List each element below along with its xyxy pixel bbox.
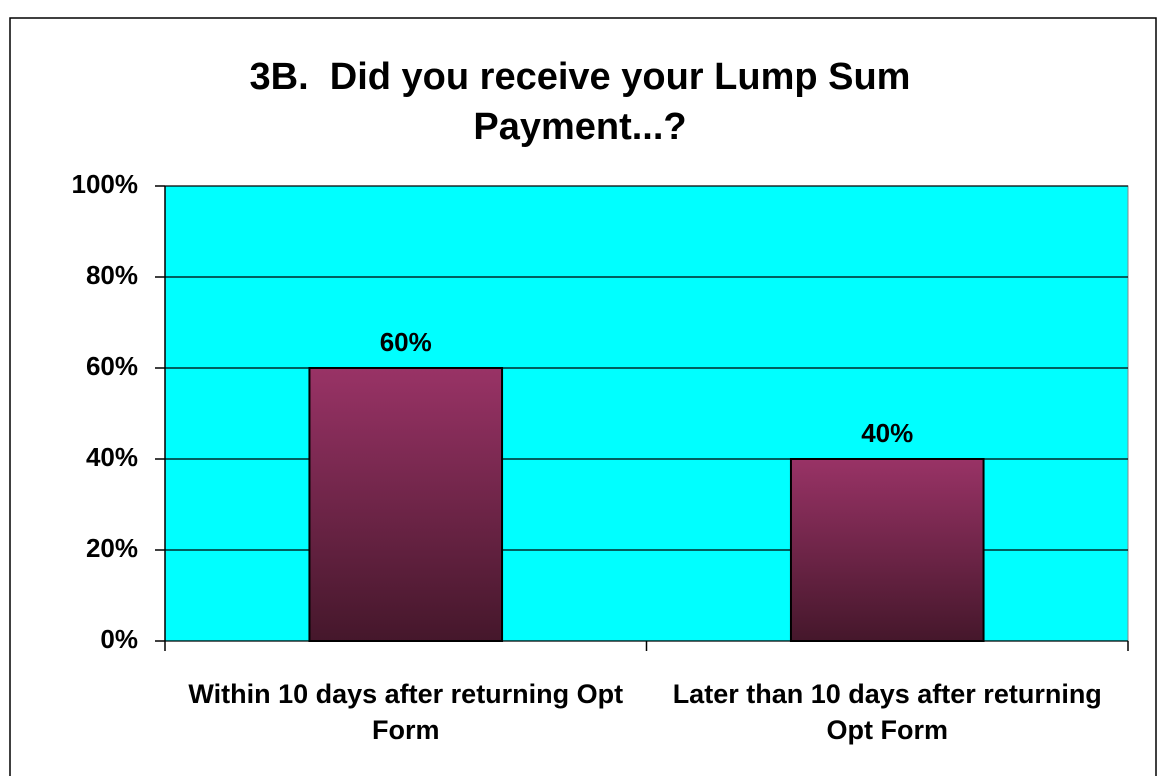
y-tick-label: 40% <box>86 442 138 472</box>
data-label: 40% <box>861 418 913 448</box>
bar <box>308 367 504 642</box>
data-label: 60% <box>380 327 432 357</box>
y-tick-label: 80% <box>86 260 138 290</box>
chart-title: 3B. Did you receive your Lump Sum Paymen… <box>249 56 922 148</box>
x-tick-label: Later than 10 days after returning Opt F… <box>672 679 1102 745</box>
x-tick-label: Within 10 days after returning Opt Form <box>188 679 624 745</box>
y-tick-label: 100% <box>72 169 139 199</box>
bar <box>789 458 985 642</box>
y-tick-label: 60% <box>86 351 138 381</box>
y-tick-label: 20% <box>86 533 138 563</box>
y-tick-label: 0% <box>100 624 138 654</box>
outer-border <box>9 17 1157 776</box>
